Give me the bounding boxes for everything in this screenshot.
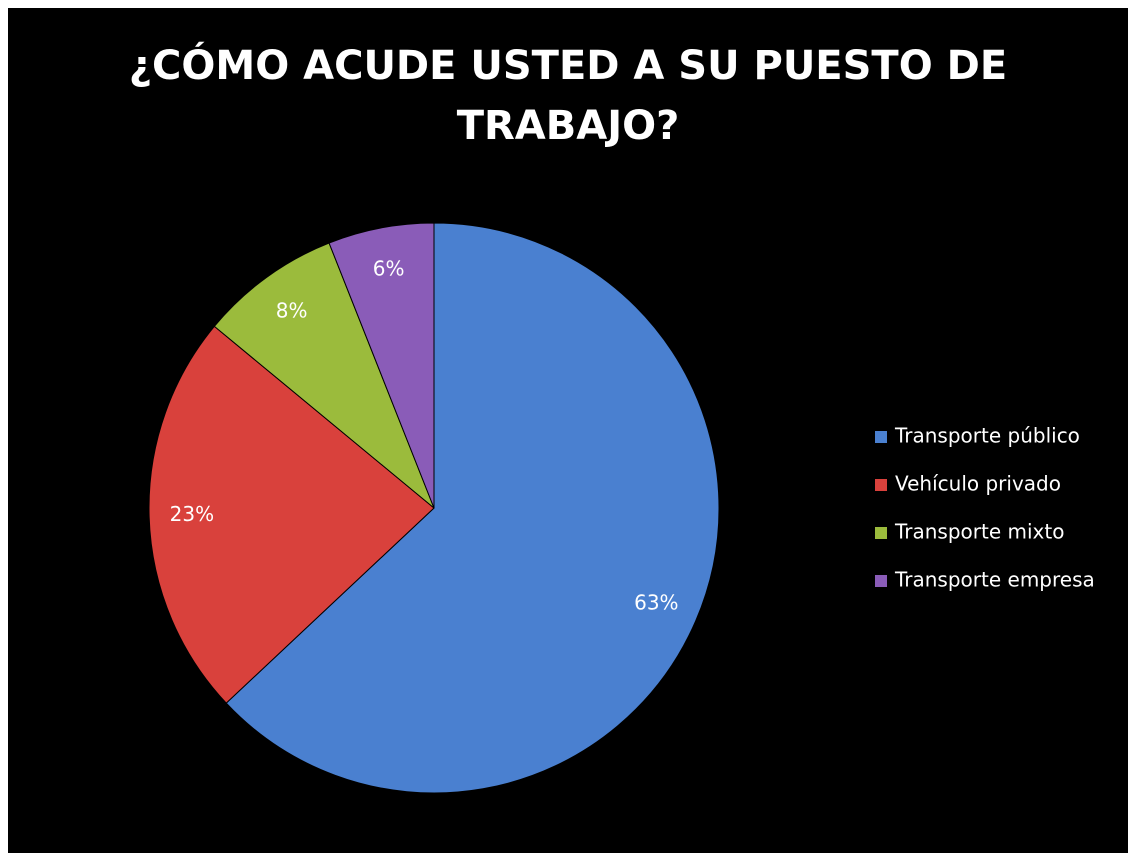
data-label: 6% bbox=[373, 257, 405, 281]
pie-slice bbox=[328, 222, 435, 509]
legend-swatch bbox=[875, 527, 887, 539]
pie-slice bbox=[148, 325, 435, 704]
pie-slice bbox=[225, 222, 720, 794]
legend-label: Transporte mixto bbox=[894, 520, 1064, 544]
legend-swatch bbox=[875, 479, 887, 491]
legend-swatch bbox=[875, 431, 887, 443]
pie-slice bbox=[213, 242, 435, 509]
data-label: 23% bbox=[170, 502, 214, 526]
legend-label: Transporte público bbox=[894, 424, 1080, 448]
chart-title: ¿CÓMO ACUDE USTED A SU PUESTO DE TRABAJO… bbox=[128, 43, 1008, 149]
legend-label: Transporte empresa bbox=[894, 568, 1095, 592]
legend-label: Vehículo privado bbox=[895, 472, 1061, 496]
data-label: 8% bbox=[276, 299, 308, 323]
legend-swatch bbox=[875, 575, 887, 587]
data-label: 63% bbox=[634, 591, 678, 615]
